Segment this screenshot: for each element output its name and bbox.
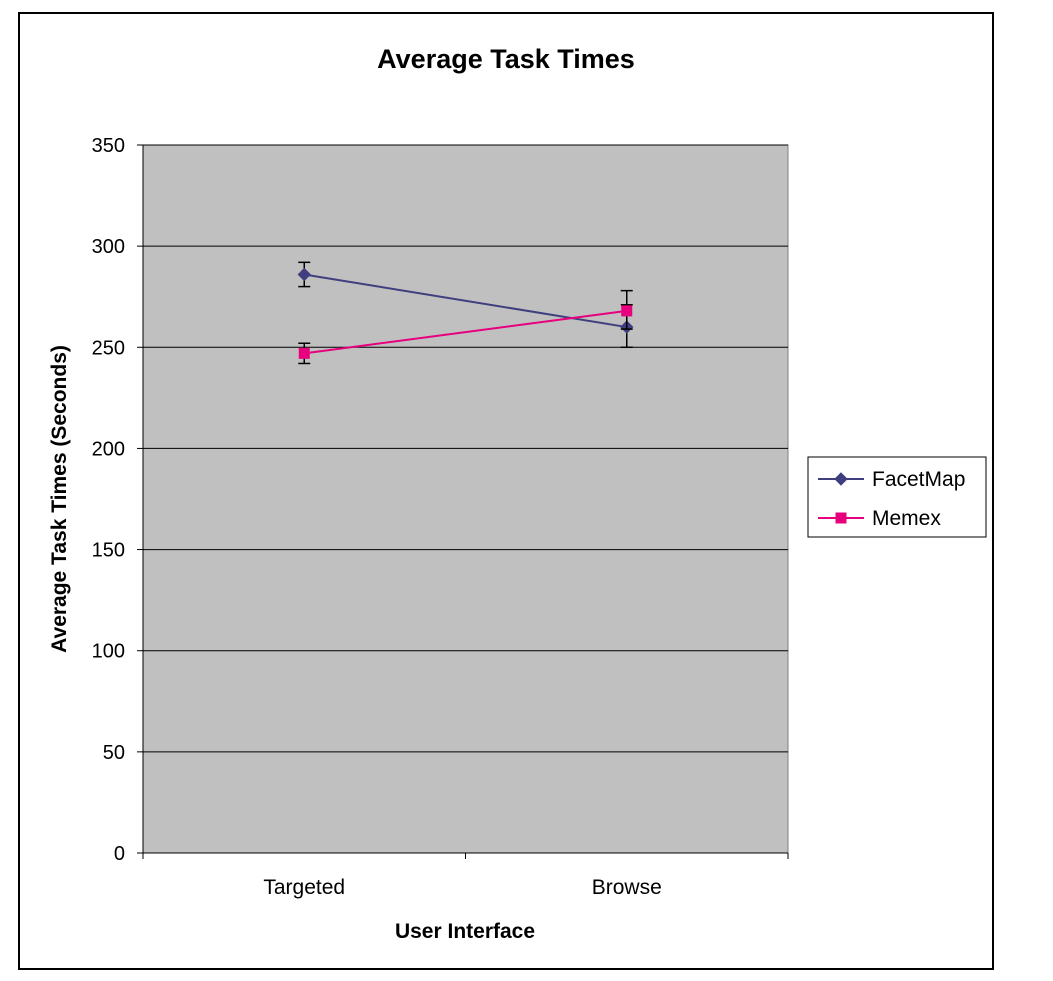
data-point-memex — [298, 347, 310, 359]
legend-label-memex: Memex — [872, 507, 941, 530]
y-tick-label: 350 — [92, 135, 125, 157]
y-tick-label: 200 — [92, 438, 125, 460]
x-axis-label: User Interface — [395, 920, 535, 943]
y-tick-label: 150 — [92, 540, 125, 562]
y-tick-label: 300 — [92, 236, 125, 258]
legend-box — [807, 456, 987, 538]
data-point-memex — [621, 305, 633, 317]
plot-area — [142, 144, 789, 854]
y-axis: 0 50 100 150 200 250 300 350 — [92, 135, 144, 865]
x-tick-label: Browse — [592, 876, 662, 899]
y-tick-label: 50 — [103, 742, 125, 764]
series-line-memex — [304, 309, 627, 355]
x-axis: Targeted Browse — [142, 852, 789, 899]
y-tick-label: 100 — [92, 641, 125, 663]
y-axis-label: Average Task Times (Seconds) — [48, 345, 71, 653]
plot-background — [142, 144, 789, 854]
chart-title: Average Task Times — [377, 44, 635, 74]
chart-frame — [18, 12, 994, 970]
series-layer — [297, 261, 634, 365]
x-tick-label: Targeted — [263, 876, 345, 899]
legend-label-facetmap: FacetMap — [872, 468, 965, 491]
y-tick-label: 0 — [114, 843, 125, 865]
legend-marker-memex — [835, 512, 847, 524]
data-point-facetmap — [297, 267, 311, 282]
series-memex — [298, 289, 633, 365]
legend-marker-facetmap — [834, 472, 848, 486]
legend: FacetMap Memex — [807, 456, 987, 538]
y-tick-label: 250 — [92, 337, 125, 359]
